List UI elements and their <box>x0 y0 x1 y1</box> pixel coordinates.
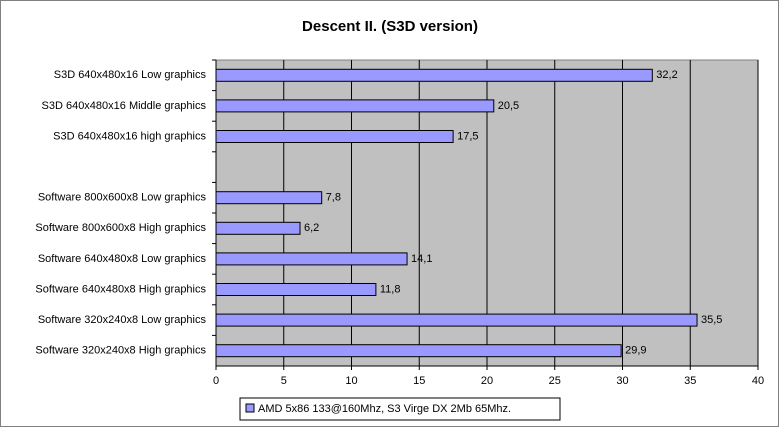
value-label: 20,5 <box>498 100 519 112</box>
value-label: 17,5 <box>457 130 478 142</box>
x-tick-label: 15 <box>413 375 425 387</box>
x-tick-label: 20 <box>481 375 493 387</box>
bar <box>215 283 377 296</box>
legend-label: AMD 5x86 133@160Mhz, S3 Virge DX 2Mb 65M… <box>258 403 511 415</box>
x-tick-label: 25 <box>549 375 561 387</box>
x-tick-label: 30 <box>616 375 628 387</box>
value-label: 32,2 <box>656 69 677 81</box>
bar <box>215 191 323 205</box>
bar <box>215 313 698 327</box>
x-tick-label: 5 <box>281 375 287 387</box>
y-tick-label: Software 640x480x8 High graphics <box>35 283 206 295</box>
y-tick-label: S3D 640x480x16 high graphics <box>53 130 206 142</box>
x-tick-label: 0 <box>213 375 219 387</box>
value-label: 11,8 <box>380 283 401 295</box>
value-label: 14,1 <box>411 253 432 265</box>
x-tick-label: 10 <box>345 375 357 387</box>
y-tick-label: Software 800x600x8 Low graphics <box>38 192 207 204</box>
value-label: 7,8 <box>326 192 341 204</box>
y-tick-label: Software 320x240x8 Low graphics <box>38 314 207 326</box>
bar <box>215 344 622 358</box>
bar <box>215 99 495 113</box>
bar <box>215 68 653 82</box>
chart-title: Descent II. (S3D version) <box>302 18 478 35</box>
x-tick-label: 35 <box>684 375 696 387</box>
y-tick-label: Software 320x240x8 High graphics <box>35 345 206 357</box>
bar <box>215 130 454 143</box>
y-tick-label: Software 800x600x8 High graphics <box>35 222 206 234</box>
legend-box <box>239 397 561 421</box>
value-label: 6,2 <box>304 222 319 234</box>
y-tick-label: Software 640x480x8 Low graphics <box>38 253 207 265</box>
value-label: 35,5 <box>701 314 722 326</box>
bar <box>215 221 301 235</box>
bar <box>215 252 408 266</box>
x-tick-label: 40 <box>752 375 764 387</box>
value-label: 29,9 <box>625 345 646 357</box>
y-tick-label: S3D 640x480x16 Middle graphics <box>42 100 207 112</box>
legend-swatch <box>245 403 255 413</box>
y-tick-label: S3D 640x480x16 Low graphics <box>54 69 207 81</box>
